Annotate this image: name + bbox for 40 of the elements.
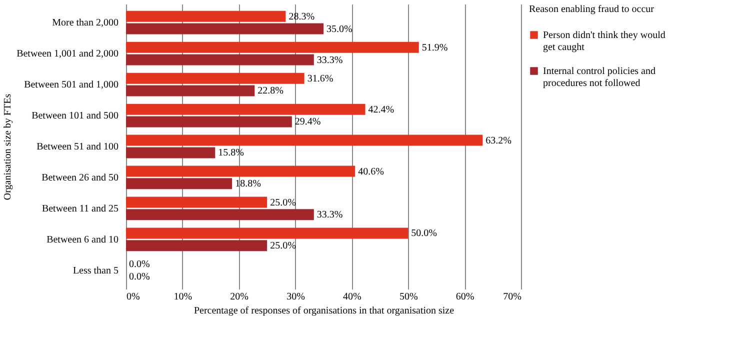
data-label: 33.3% [316, 210, 343, 221]
data-label: 63.2% [486, 135, 512, 146]
y-tick-label: Less than 5 [72, 265, 118, 276]
y-tick-label: Between 1,001 and 2,000 [16, 48, 118, 60]
y-tick-label: Between 11 and 25 [42, 203, 118, 214]
x-tick-label: 40% [343, 292, 362, 302]
data-label: 51.9% [422, 42, 448, 54]
data-label: 40.6% [358, 166, 384, 178]
y-tick-label: More than 2,000 [52, 18, 118, 29]
x-tick-label: 30% [286, 292, 305, 302]
y-tick-label: Between 51 and 100 [36, 142, 118, 152]
data-label: 15.8% [218, 148, 244, 159]
data-label: 33.3% [316, 54, 343, 66]
data-label: 0.0% [129, 272, 150, 283]
data-label: 18.8% [235, 178, 261, 190]
x-axis-title: Percentage of responses of organisations in that organisation size [194, 306, 455, 316]
x-tick-label: 70% [503, 292, 522, 302]
data-label: 25.0% [270, 240, 296, 252]
y-tick-label: Between 26 and 50 [42, 172, 118, 184]
data-label: 22.8% [258, 86, 284, 97]
y-tick-label: Between 101 and 500 [32, 110, 118, 122]
data-label: 0.0% [129, 259, 150, 270]
data-label: 50.0% [411, 228, 437, 240]
x-tick-label: 50% [399, 292, 418, 302]
data-label: 28.3% [288, 11, 315, 22]
data-label: 25.0% [270, 197, 296, 208]
y-axis-title: Organisation size by FTEs [2, 94, 14, 200]
y-tick-label: Between 501 and 1,000 [24, 80, 118, 91]
legend-label: Internal control policies and procedures not followed [543, 66, 656, 89]
x-tick-label: 20% [230, 292, 249, 302]
data-label: 42.4% [368, 104, 394, 116]
data-label: 35.0% [326, 24, 352, 35]
legend-title: Reason enabling fraud to occur [529, 4, 655, 15]
x-tick-label: 0% [126, 292, 140, 302]
x-tick-label: 10% [174, 292, 192, 302]
x-tick-label: 60% [456, 292, 474, 302]
data-label: 29.4% [294, 116, 321, 128]
data-label: 31.6% [307, 73, 334, 84]
y-tick-label: Between 6 and 10 [46, 234, 118, 246]
legend-label: Person didn't think they would get caught [543, 30, 666, 53]
